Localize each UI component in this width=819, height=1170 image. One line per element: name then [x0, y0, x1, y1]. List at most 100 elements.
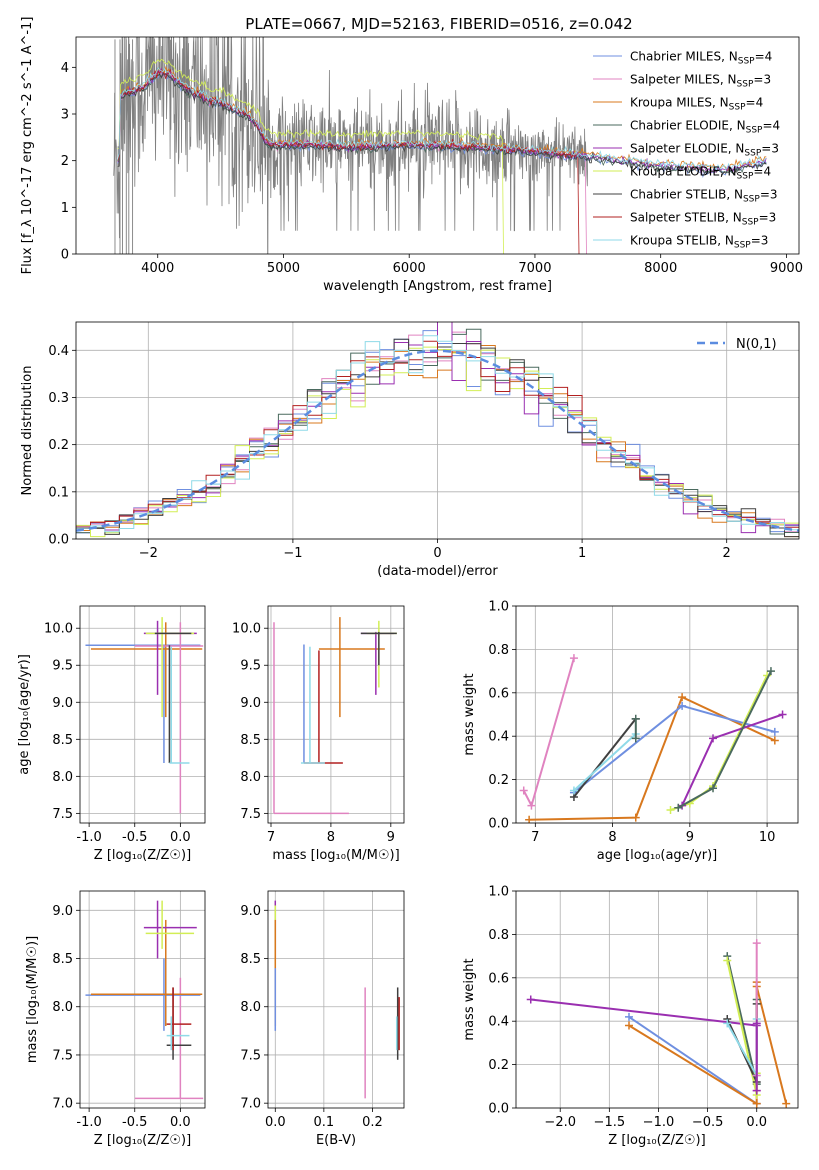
x-tick-label: 0.0: [265, 1115, 286, 1130]
mass-weight-marker: [723, 956, 732, 965]
model-spectrum-line: [117, 68, 580, 254]
mass-weight-marker: [525, 815, 534, 823]
spectrum-title: PLATE=0667, MJD=52163, FIBERID=0516, z=0…: [245, 15, 632, 33]
plot-area: [274, 900, 400, 1099]
y-tick-label: 1.0: [488, 885, 509, 900]
x-axis-label: age [log₁₀(age/yr)]: [597, 848, 718, 863]
y-tick-label: 0.1: [48, 485, 69, 500]
legend-label: Kroupa STELIB, NSSP=3: [630, 234, 768, 251]
x-axis-label: (data-model)/error: [377, 564, 498, 579]
axes-frame: [515, 605, 799, 824]
x-tick-label: 1: [578, 546, 586, 561]
mass-weight-marker: [519, 786, 528, 795]
axes-frame: [267, 890, 405, 1109]
y-tick-label: 10.0: [232, 622, 261, 637]
mass-weight-marker: [752, 1019, 761, 1028]
y-tick-label: 0.2: [48, 438, 69, 453]
y-tick-label: 8.5: [52, 733, 73, 748]
x-tick-label: 4000: [141, 261, 174, 276]
y-axis-label: Flux [f_λ 10^-17 erg cm^-2 s^-1 A^-1]: [20, 17, 35, 275]
y-tick-label: 7.5: [240, 807, 261, 822]
mass-weight-marker: [624, 1012, 633, 1021]
y-tick-label: 0.4: [488, 730, 509, 745]
axes-frame: [75, 36, 800, 255]
y-axis-label: Normed distribution: [20, 366, 35, 496]
y-tick-label: 9.5: [240, 659, 261, 674]
x-tick-label: −1.0: [643, 1115, 675, 1130]
x-tick-label: 6000: [393, 261, 426, 276]
y-tick-label: 2: [61, 154, 69, 169]
mass-weight-marker: [752, 1086, 761, 1095]
legend-label: Chabrier MILES, NSSP=4: [630, 50, 772, 67]
mass-weight-marker: [569, 654, 578, 663]
y-tick-label: 9.0: [52, 696, 73, 711]
y-tick-label: 8.0: [52, 1000, 73, 1015]
mass-weight-line: [522, 657, 575, 809]
x-tick-label: -1.0: [76, 830, 101, 845]
observed-spectrum-line: [113, 37, 589, 254]
y-tick-label: 8.5: [52, 952, 73, 967]
residuals-panel: −2 −1 0 1 2 0.0 0.1 0.2 0.3 0.4 (data-model)/error…: [20, 321, 800, 579]
legend-label: Chabrier STELIB, NSSP=3: [630, 188, 778, 205]
x-tick-label: −2.0: [544, 1115, 576, 1130]
y-tick-label: 7.0: [52, 1097, 73, 1112]
y-tick-label: 0.0: [488, 817, 509, 832]
x-axis-label: wavelength [Angstrom, rest frame]: [323, 279, 552, 294]
x-tick-label: 0.0: [170, 830, 191, 845]
mass-vs-extinction-panel: 0.0 0.1 0.2 7.0 7.5 8.0 8.5 9.0 E(B-V): [240, 890, 405, 1148]
y-tick-label: 8.0: [240, 770, 261, 785]
mass-weight-marker: [709, 734, 718, 743]
y-tick-label: 0.0: [488, 1102, 509, 1117]
mass-weight-marker: [678, 701, 687, 710]
x-axis-label: Z [log₁₀(Z/Z☉)]: [608, 1133, 705, 1148]
mass-weight-marker: [709, 784, 718, 793]
x-tick-label: 7000: [518, 261, 551, 276]
mass-weight-marker: [631, 813, 640, 822]
y-tick-label: 9.5: [52, 659, 73, 674]
axes-frame: [515, 890, 799, 1109]
y-tick-label: 0.6: [488, 971, 509, 986]
mass-weight-line: [628, 982, 788, 1106]
mass-weight-marker: [631, 714, 640, 723]
y-tick-label: 7.5: [240, 1048, 261, 1063]
mass-weight-marker: [782, 1099, 791, 1108]
mass-weight-marker: [778, 710, 787, 719]
x-tick-label: 8: [608, 830, 616, 845]
y-tick-label: 0.4: [48, 344, 69, 359]
legend-label: Kroupa MILES, NSSP=4: [630, 96, 763, 113]
y-tick-label: 0.2: [488, 1058, 509, 1073]
x-tick-label: -0.5: [122, 1115, 147, 1130]
legend-label: Salpeter ELODIE, NSSP=3: [630, 142, 779, 159]
legend-label: Salpeter MILES, NSSP=3: [630, 73, 771, 90]
mass-weight-line: [677, 670, 772, 809]
axes-frame: [79, 890, 206, 1109]
mass-weight-marker: [526, 995, 535, 1004]
y-tick-label: 7.5: [52, 807, 73, 822]
mass-weight-marker: [569, 786, 578, 795]
x-tick-label: 0.2: [362, 1115, 383, 1130]
residual-histogram-step: [76, 335, 799, 533]
x-tick-label: 5000: [267, 261, 300, 276]
x-tick-label: -0.5: [122, 830, 147, 845]
x-tick-label: -1.0: [76, 1115, 101, 1130]
mass-weight-marker: [631, 734, 640, 743]
model-spectrum-line: [117, 73, 767, 175]
x-tick-label: 9000: [770, 261, 803, 276]
y-axis-label: mass weight: [462, 958, 477, 1040]
y-tick-label: 9.0: [240, 904, 261, 919]
mass-weight-line: [529, 695, 776, 821]
axes-frame: [75, 321, 800, 540]
y-tick-label: 0: [61, 248, 69, 263]
plot-area: [519, 654, 787, 823]
y-tick-label: 7.5: [52, 1048, 73, 1063]
x-axis-label: Z [log₁₀(Z/Z☉)]: [94, 848, 191, 863]
x-tick-label: 2: [723, 546, 731, 561]
x-tick-label: −1.5: [594, 1115, 626, 1130]
age-vs-mass-panel: 7 8 9 7.5 8.0 8.5 9.0 9.5 10.0 mass [log₁₀(M/M☉)]: [232, 605, 405, 863]
mass-weight-marker: [624, 1021, 633, 1030]
model-spectrum-line: [117, 66, 767, 171]
plot-area: [85, 617, 204, 814]
y-tick-label: 4: [61, 61, 69, 76]
x-tick-label: 0.0: [746, 1115, 767, 1130]
